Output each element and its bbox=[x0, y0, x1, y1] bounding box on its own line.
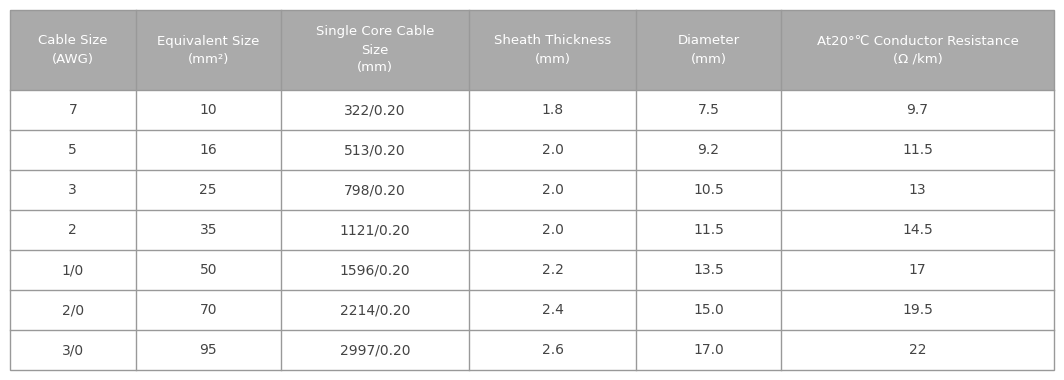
Bar bbox=[281, 210, 469, 250]
Text: Cable Size
(AWG): Cable Size (AWG) bbox=[38, 35, 107, 65]
Bar bbox=[781, 250, 1054, 290]
Bar bbox=[135, 210, 281, 250]
Bar bbox=[10, 330, 135, 370]
Bar bbox=[636, 330, 781, 370]
Text: Equivalent Size
(mm²): Equivalent Size (mm²) bbox=[157, 35, 260, 65]
Text: Single Core Cable
Size
(mm): Single Core Cable Size (mm) bbox=[316, 25, 434, 74]
Text: 2.2: 2.2 bbox=[542, 263, 564, 277]
Bar bbox=[10, 290, 135, 330]
Bar bbox=[281, 170, 469, 210]
Text: 1.8: 1.8 bbox=[542, 103, 564, 117]
Text: 13.5: 13.5 bbox=[694, 263, 724, 277]
Text: 95: 95 bbox=[199, 343, 217, 357]
Text: 2.4: 2.4 bbox=[542, 303, 564, 317]
Bar bbox=[281, 290, 469, 330]
Text: 7.5: 7.5 bbox=[698, 103, 719, 117]
Bar bbox=[135, 250, 281, 290]
Text: 10: 10 bbox=[199, 103, 217, 117]
Text: 2: 2 bbox=[68, 223, 78, 237]
Text: 3: 3 bbox=[68, 183, 78, 197]
Text: 10.5: 10.5 bbox=[694, 183, 724, 197]
Bar bbox=[636, 290, 781, 330]
Bar bbox=[636, 90, 781, 130]
Bar bbox=[281, 90, 469, 130]
Bar bbox=[281, 250, 469, 290]
Bar bbox=[281, 330, 469, 370]
Text: 1/0: 1/0 bbox=[62, 263, 84, 277]
Text: 1121/0.20: 1121/0.20 bbox=[339, 223, 411, 237]
Text: 322/0.20: 322/0.20 bbox=[345, 103, 405, 117]
Text: 50: 50 bbox=[199, 263, 217, 277]
Text: 2.6: 2.6 bbox=[542, 343, 564, 357]
Bar bbox=[636, 170, 781, 210]
Text: 2.0: 2.0 bbox=[542, 223, 564, 237]
Text: 15.0: 15.0 bbox=[694, 303, 724, 317]
Text: 513/0.20: 513/0.20 bbox=[344, 143, 405, 157]
Text: 2.0: 2.0 bbox=[542, 183, 564, 197]
Bar bbox=[135, 170, 281, 210]
Text: 1596/0.20: 1596/0.20 bbox=[339, 263, 411, 277]
Bar bbox=[10, 90, 135, 130]
Text: 2214/0.20: 2214/0.20 bbox=[339, 303, 411, 317]
Text: 25: 25 bbox=[199, 183, 217, 197]
Bar bbox=[469, 130, 636, 170]
Bar bbox=[135, 130, 281, 170]
Bar bbox=[281, 130, 469, 170]
Text: 17.0: 17.0 bbox=[694, 343, 724, 357]
Text: At20°℃ Conductor Resistance
(Ω /km): At20°℃ Conductor Resistance (Ω /km) bbox=[817, 35, 1018, 65]
Bar bbox=[469, 170, 636, 210]
Bar bbox=[135, 90, 281, 130]
Bar bbox=[469, 250, 636, 290]
Bar bbox=[636, 130, 781, 170]
Text: 13: 13 bbox=[909, 183, 927, 197]
Text: 9.7: 9.7 bbox=[907, 103, 929, 117]
Bar bbox=[135, 290, 281, 330]
Text: 5: 5 bbox=[68, 143, 78, 157]
Bar bbox=[10, 130, 135, 170]
Text: 3/0: 3/0 bbox=[62, 343, 84, 357]
Bar bbox=[636, 250, 781, 290]
Bar bbox=[135, 10, 281, 90]
Text: 22: 22 bbox=[909, 343, 927, 357]
Text: 2.0: 2.0 bbox=[542, 143, 564, 157]
Bar bbox=[636, 10, 781, 90]
Text: 7: 7 bbox=[68, 103, 78, 117]
Bar bbox=[135, 330, 281, 370]
Bar bbox=[10, 170, 135, 210]
Bar bbox=[781, 130, 1054, 170]
Text: 14.5: 14.5 bbox=[902, 223, 933, 237]
Bar bbox=[10, 210, 135, 250]
Bar bbox=[781, 290, 1054, 330]
Text: 11.5: 11.5 bbox=[693, 223, 725, 237]
Bar bbox=[469, 330, 636, 370]
Bar bbox=[636, 210, 781, 250]
Text: 19.5: 19.5 bbox=[902, 303, 933, 317]
Text: 2/0: 2/0 bbox=[62, 303, 84, 317]
Bar bbox=[469, 210, 636, 250]
Text: 9.2: 9.2 bbox=[698, 143, 719, 157]
Bar bbox=[469, 90, 636, 130]
Text: 17: 17 bbox=[909, 263, 927, 277]
Text: 11.5: 11.5 bbox=[902, 143, 933, 157]
Bar bbox=[281, 10, 469, 90]
Bar bbox=[781, 90, 1054, 130]
Text: 2997/0.20: 2997/0.20 bbox=[339, 343, 411, 357]
Bar bbox=[781, 10, 1054, 90]
Text: 16: 16 bbox=[199, 143, 217, 157]
Text: Diameter
(mm): Diameter (mm) bbox=[678, 35, 739, 65]
Text: Sheath Thickness
(mm): Sheath Thickness (mm) bbox=[494, 35, 611, 65]
Text: 70: 70 bbox=[199, 303, 217, 317]
Text: 35: 35 bbox=[199, 223, 217, 237]
Bar bbox=[469, 290, 636, 330]
Bar bbox=[781, 170, 1054, 210]
Bar bbox=[10, 10, 135, 90]
Text: 798/0.20: 798/0.20 bbox=[344, 183, 405, 197]
Bar bbox=[781, 330, 1054, 370]
Bar bbox=[10, 250, 135, 290]
Bar bbox=[469, 10, 636, 90]
Bar bbox=[781, 210, 1054, 250]
